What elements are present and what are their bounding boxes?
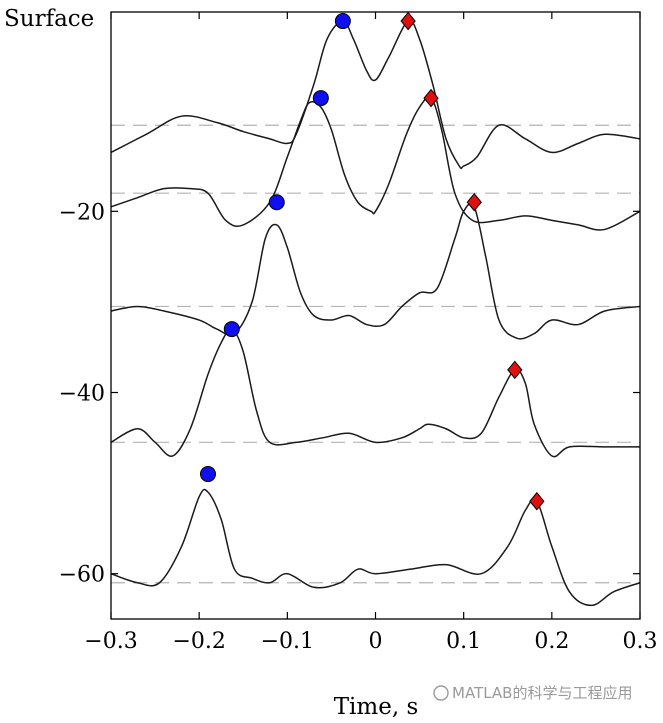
x-tick-label: 0.2 — [534, 629, 569, 654]
y-axis-title: Surface — [4, 6, 94, 32]
baseline-group — [111, 124, 640, 584]
watermark: MATLAB的科学与工程应用 — [433, 684, 632, 702]
diamond-marker-2 — [423, 88, 439, 108]
diamond-marker-4 — [507, 360, 523, 380]
x-tick-label: −0.3 — [84, 629, 137, 654]
y-tick-label: −40 — [59, 382, 105, 407]
circle-marker-1 — [334, 13, 351, 30]
series-line-2 — [110, 96, 641, 231]
plot-frame — [110, 11, 641, 620]
watermark-icon — [433, 685, 449, 701]
marker-group — [199, 11, 545, 511]
x-tick-label: −0.1 — [261, 629, 314, 654]
series-line-4 — [110, 328, 640, 458]
diamond-marker-3 — [466, 192, 482, 212]
y-tick-label: −20 — [59, 200, 105, 225]
watermark-text: MATLAB的科学与工程应用 — [452, 684, 632, 702]
series-line-5 — [110, 488, 641, 607]
diamond-marker-1 — [400, 11, 416, 31]
y-tick-label: −60 — [59, 563, 105, 588]
circle-marker-2 — [312, 90, 329, 107]
x-tick-label: 0.3 — [623, 629, 658, 654]
series-line-3 — [110, 202, 641, 340]
series-line-1 — [110, 19, 641, 170]
circle-marker-5 — [199, 466, 216, 483]
series-group — [110, 19, 641, 607]
diamond-marker-5 — [529, 491, 545, 511]
x-tick-label: 0.1 — [446, 629, 481, 654]
x-tick-label: −0.2 — [172, 629, 225, 654]
x-axis-title: Time, s — [334, 694, 419, 720]
circle-marker-3 — [268, 194, 285, 211]
x-tick-label: 0 — [369, 629, 383, 654]
circle-marker-4 — [223, 321, 240, 338]
tick-group: −0.3 −0.2 −0.1 0 0.1 0.2 0.3 −20 −40 −60 — [59, 12, 658, 654]
